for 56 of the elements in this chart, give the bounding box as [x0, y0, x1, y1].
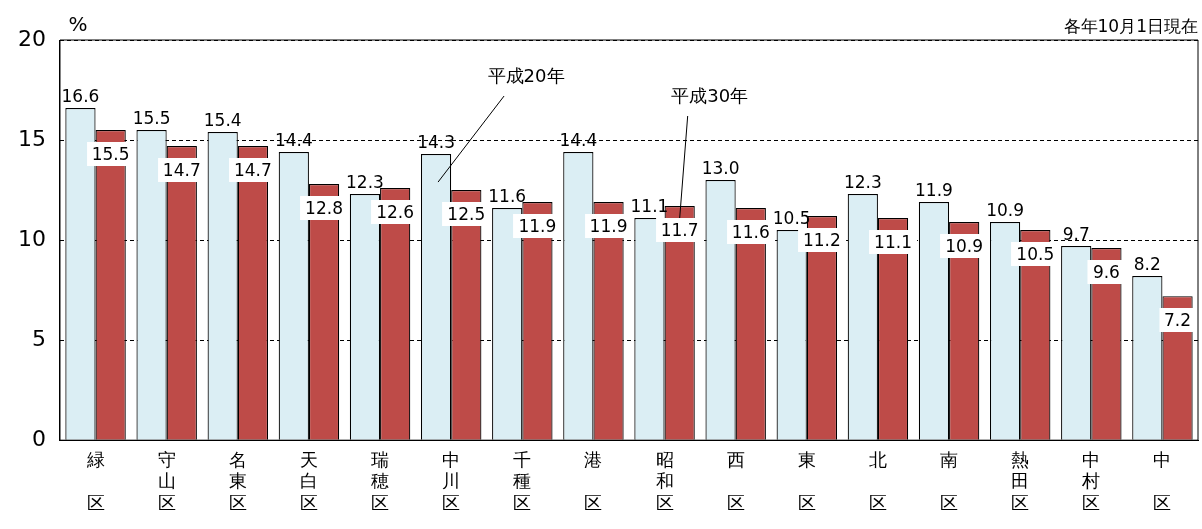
text: 平成30年 — [671, 84, 749, 106]
data-label: 14.4 — [274, 129, 313, 150]
data-label: 11.1 — [869, 230, 917, 255]
x-tick-label: 千種区 — [513, 448, 532, 513]
data-label: 11.9 — [513, 214, 562, 239]
category-label: 北区 — [868, 448, 887, 513]
data-label: 10.9 — [986, 200, 1024, 221]
data-label: 9.7 — [1062, 224, 1090, 245]
data-label: 15.4 — [203, 109, 242, 130]
data-label: 11.9 — [584, 214, 633, 239]
data-label: 15.5 — [132, 107, 171, 128]
data-label: 10.5 — [1011, 242, 1060, 267]
x-tick-label: 中村区 — [1081, 448, 1101, 513]
category-label: 南区 — [940, 448, 959, 513]
y-tick-label: 10 — [17, 225, 46, 251]
text: 各年10月1日現在 — [1063, 15, 1198, 36]
data-label: 14.3 — [417, 131, 455, 152]
x-tick-label: 天白区 — [299, 448, 318, 513]
category-label: 西区 — [726, 448, 745, 513]
data-label: 11.6 — [726, 220, 775, 245]
data-label: 11.7 — [655, 218, 704, 243]
y-tick-label: 5 — [31, 325, 46, 351]
data-label: 14.7 — [228, 158, 277, 183]
x-tick-label: 中川区 — [442, 448, 461, 513]
category-label: 港区 — [584, 448, 603, 513]
data-label: 16.6 — [61, 85, 100, 106]
category-label: 緑区 — [86, 448, 105, 513]
x-tick-label: 熱田区 — [1011, 448, 1030, 513]
text: 平成20年 — [487, 64, 565, 86]
data-label: 11.2 — [797, 228, 846, 253]
category-label: 中区 — [1153, 448, 1172, 513]
data-label: 12.3 — [843, 172, 882, 192]
data-label: 11.1 — [630, 196, 669, 217]
data-label: 12.6 — [371, 200, 420, 225]
data-label: 12.8 — [300, 196, 348, 221]
data-label: 14.4 — [559, 129, 598, 150]
data-label: 7.2 — [1159, 308, 1197, 333]
y-tick-label: 15 — [17, 125, 46, 151]
x-tick-label: 昭和区 — [655, 448, 674, 513]
data-label: 15.5 — [86, 142, 135, 167]
data-label: 12.5 — [442, 202, 491, 227]
x-tick-label: 名東区 — [228, 448, 247, 513]
data-label: 11.6 — [488, 186, 527, 207]
data-label: 13.0 — [701, 157, 740, 178]
category-label: 東区 — [797, 448, 816, 513]
data-label: 10.9 — [940, 234, 989, 259]
data-label: 12.3 — [346, 172, 384, 192]
data-label: 9.6 — [1087, 260, 1125, 285]
y-tick-label: 20 — [17, 25, 46, 51]
x-tick-label: 瑞穂区 — [371, 448, 390, 513]
data-label: 14.7 — [157, 158, 206, 183]
data-label: 11.9 — [915, 180, 953, 200]
y-tick-label: 0 — [31, 425, 46, 451]
y-axis-title: % — [68, 12, 88, 37]
data-label: 8.2 — [1133, 254, 1161, 275]
x-tick-label: 守山区 — [157, 448, 176, 513]
